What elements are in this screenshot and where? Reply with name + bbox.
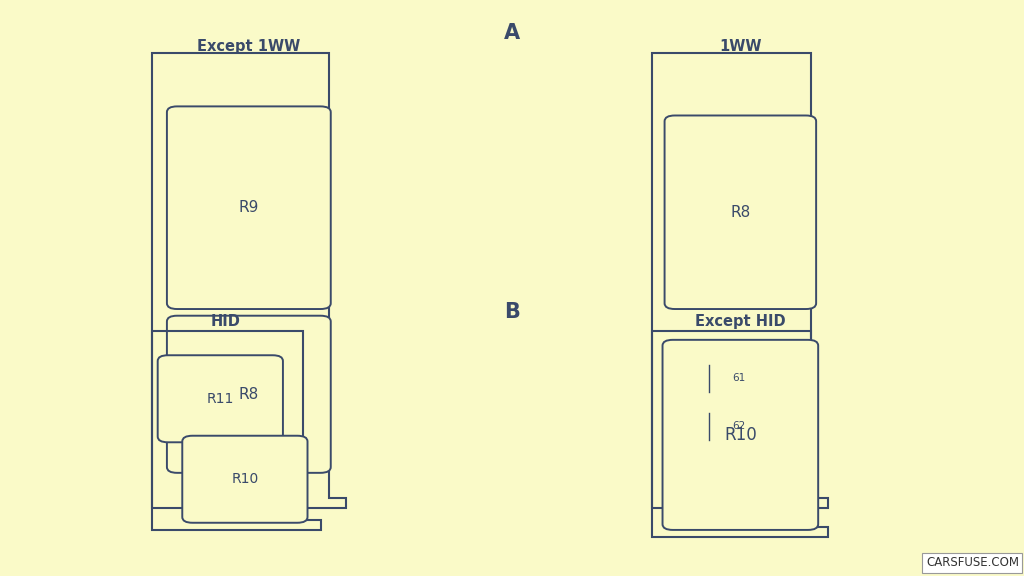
- Text: R9: R9: [239, 200, 259, 215]
- FancyBboxPatch shape: [663, 340, 818, 530]
- Text: CARSFUSE.COM: CARSFUSE.COM: [926, 556, 1019, 569]
- Text: Except HID: Except HID: [695, 314, 785, 329]
- FancyBboxPatch shape: [167, 107, 331, 309]
- Bar: [695, 365, 769, 392]
- Text: A: A: [504, 23, 520, 43]
- Text: R10: R10: [724, 426, 757, 444]
- Text: R10: R10: [231, 472, 258, 486]
- Text: R8: R8: [239, 386, 259, 402]
- Text: Except 1WW: Except 1WW: [198, 39, 300, 54]
- FancyBboxPatch shape: [167, 316, 331, 473]
- Text: B: B: [504, 302, 520, 323]
- FancyBboxPatch shape: [158, 355, 283, 442]
- FancyBboxPatch shape: [665, 115, 816, 309]
- Text: 61: 61: [732, 373, 745, 384]
- Text: 62: 62: [732, 421, 745, 431]
- Bar: [695, 412, 769, 440]
- Text: R11: R11: [207, 392, 234, 406]
- FancyBboxPatch shape: [182, 435, 307, 523]
- Text: 1WW: 1WW: [719, 39, 762, 54]
- Text: HID: HID: [211, 314, 241, 329]
- Text: R8: R8: [730, 204, 751, 220]
